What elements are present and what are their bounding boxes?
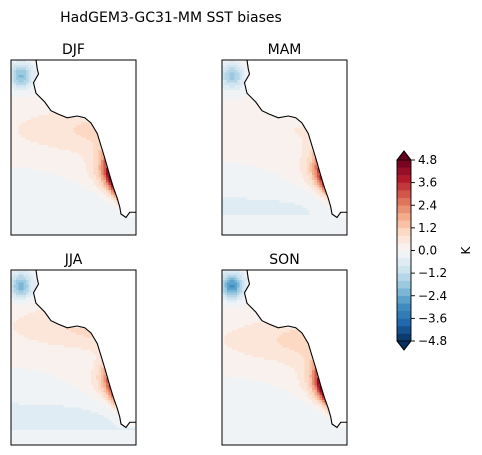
panel-frame [10,269,137,446]
colorbar-extend-min [396,340,412,351]
coastline [243,60,347,219]
colorbar-level [397,258,411,266]
bias-field [222,60,347,235]
map-panel-son: SON [221,252,348,446]
map-panels: DJF MAM JJA SON [10,42,348,446]
coastline [32,60,136,219]
colorbar-tick-label: 1.2 [418,221,437,235]
colorbar-level [397,242,411,251]
colorbar-level [397,295,411,304]
colorbar-level [397,190,411,199]
colorbar-level [397,325,411,334]
colorbar-extend-max [396,150,412,161]
map-panel-mam: MAM [221,42,348,236]
colorbar-tick-label: −2.4 [418,289,447,303]
coastline [243,270,347,429]
colorbar-tick-label: −3.6 [418,311,447,325]
colorbar-tick-label: 2.4 [418,198,437,212]
land-mask [244,270,347,428]
colorbar: 4.8 3.6 2.4 1.2 0.0 −1.2 −2.4 −3.6 −4.8 K [396,150,473,351]
colorbar-tick-label: −1.2 [418,266,447,280]
map-panel-jja: JJA [10,252,137,446]
panel-title: DJF [62,42,85,58]
panel-frame [221,59,348,236]
colorbar-level [397,250,411,259]
panel-frame [10,59,137,236]
bias-field [11,60,136,235]
colorbar-level [397,212,411,221]
colorbar-level [397,318,411,327]
panel-frame [221,269,348,446]
colorbar-level [397,265,411,274]
colorbar-tick-label: 3.6 [418,176,437,190]
colorbar-level [397,182,411,191]
panel-title: SON [269,252,299,268]
coastline [32,270,136,429]
land-mask [33,270,136,428]
colorbar-level [397,220,411,229]
figure-title: HadGEM3-GC31-MM SST biases [60,10,282,26]
colorbar-tick-label: 4.8 [418,153,437,167]
colorbar-level [397,235,411,244]
bias-field [222,270,347,445]
panel-title: MAM [268,42,302,58]
colorbar-label: K [459,245,473,254]
colorbar-level [397,205,411,214]
colorbar-level [397,197,411,206]
colorbar-level [397,227,411,236]
colorbar-level [397,310,411,319]
colorbar-level [397,333,411,342]
colorbar-level [397,175,411,183]
colorbar-level [397,167,411,176]
colorbar-tick-label: −4.8 [418,334,447,348]
colorbar-level [397,273,411,281]
land-mask [244,60,347,218]
panel-title: JJA [64,252,83,268]
colorbar-level [397,288,411,297]
land-mask [33,60,136,218]
map-panel-djf: DJF [10,42,137,236]
colorbar-level [397,303,411,312]
colorbar-level [397,280,411,289]
colorbar-level [397,160,411,168]
colorbar-tick-label: 0.0 [418,244,437,258]
bias-field [11,270,136,445]
